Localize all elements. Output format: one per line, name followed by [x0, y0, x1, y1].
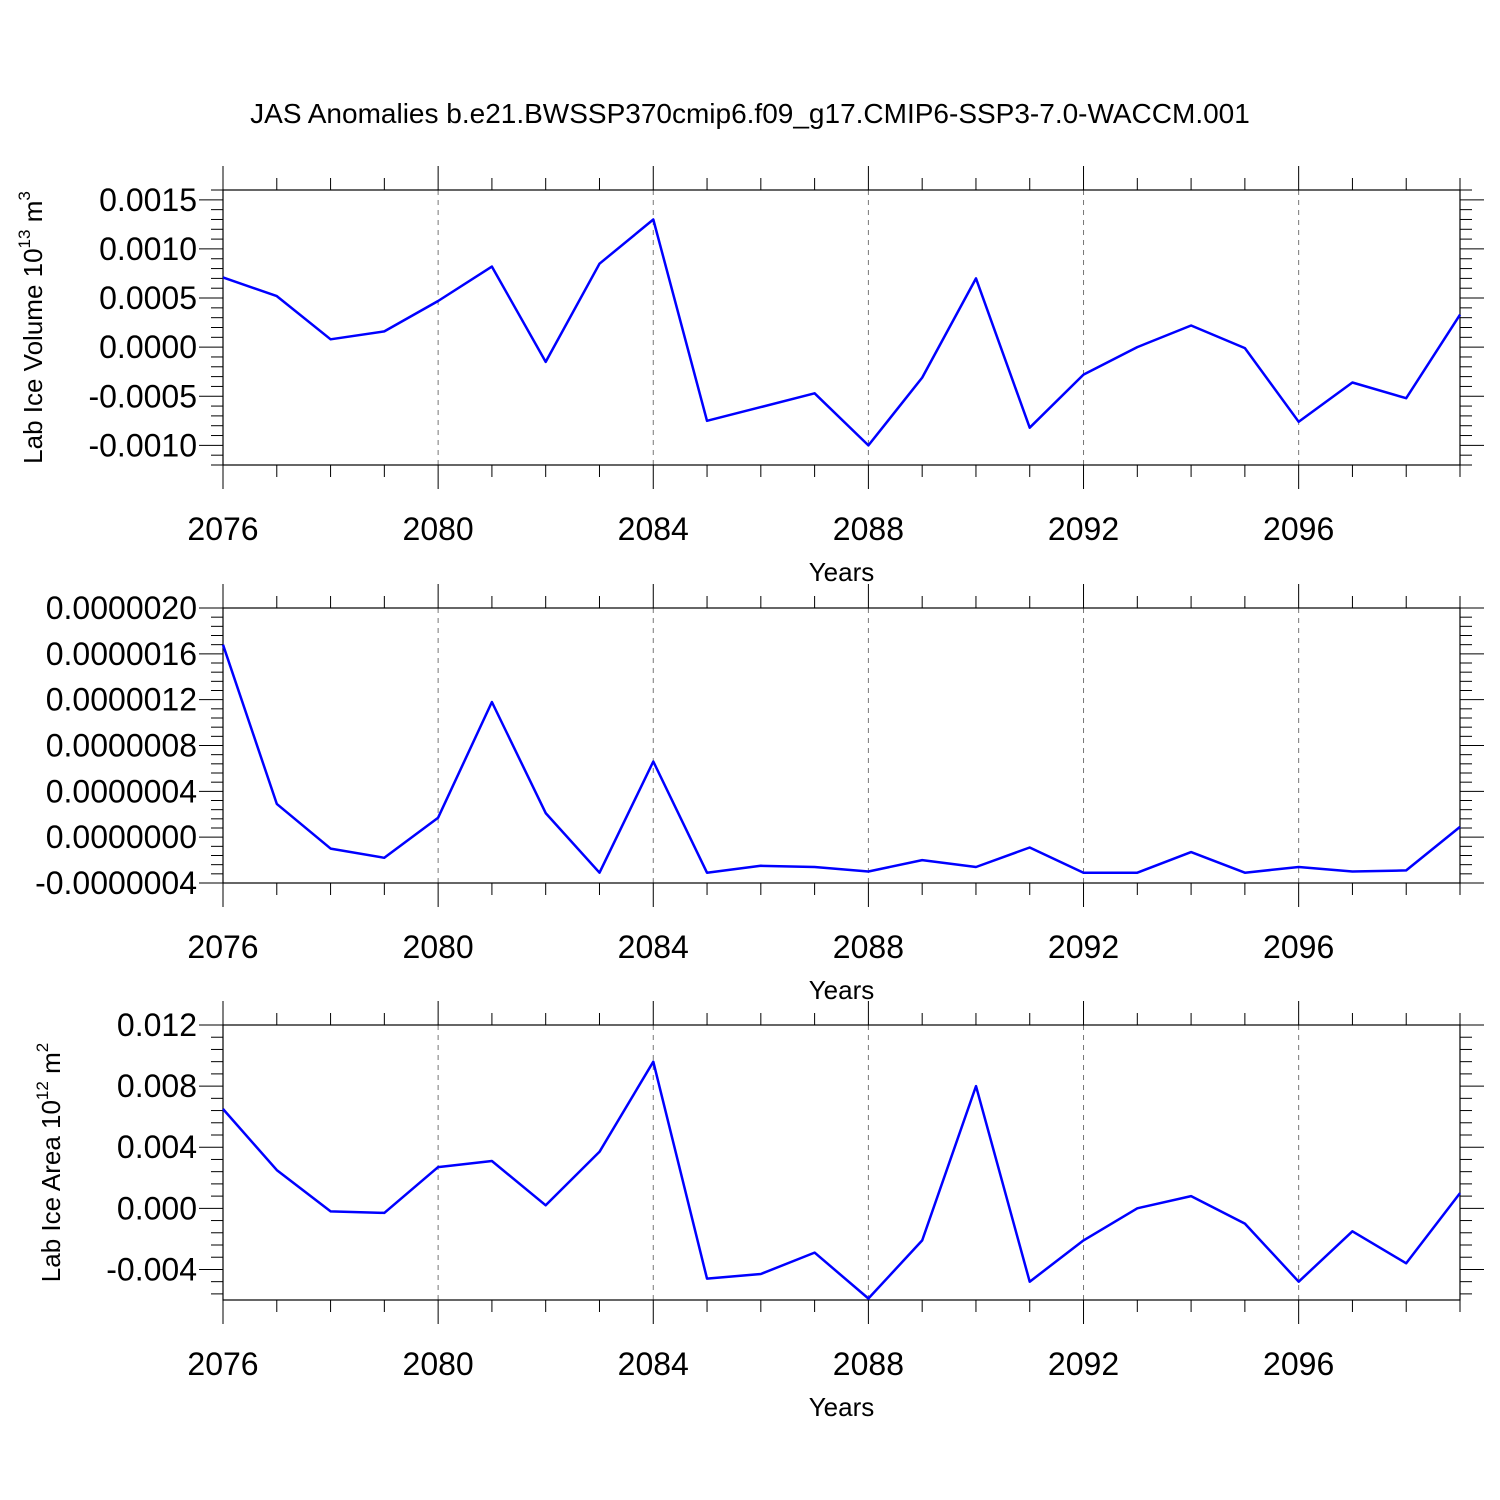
y-tick-label: 0.0000000: [46, 819, 197, 855]
x-tick-label: 2080: [403, 929, 474, 965]
x-tick-label: 2092: [1048, 511, 1119, 547]
y-axis-label: Lab Ice Area 1012 m2: [33, 1043, 66, 1282]
x-tick-label: 2096: [1263, 511, 1334, 547]
x-axis-label: Years: [809, 557, 875, 587]
series-line: [222, 1060, 1461, 1300]
y-tick-label: 0.012: [117, 1007, 197, 1043]
x-axis-label: Years: [809, 1392, 875, 1422]
y-tick-label: 0.0000004: [46, 773, 197, 809]
x-axis-label: Years: [809, 975, 875, 1005]
y-tick-label: 0.008: [117, 1068, 197, 1104]
y-tick-label: -0.0005: [88, 378, 197, 414]
y-tick-label: 0.0010: [99, 231, 197, 267]
y-tick-label: 0.0000020: [46, 590, 197, 626]
x-tick-label: 2088: [833, 1346, 904, 1382]
x-tick-label: 2096: [1263, 929, 1334, 965]
panel-lab-ice-area: 0.012 0.008 0.004 0.000 -0.004 2076 2080 2084 20…: [33, 1001, 1484, 1422]
panel-middle: 0.0000020 0.0000016 0.0000012 0.0000008 0.00…: [35, 584, 1484, 1005]
x-tick-label: 2088: [833, 511, 904, 547]
x-tick-label: 2092: [1048, 929, 1119, 965]
y-tick-label: 0.0000008: [46, 728, 197, 764]
y-tick-label: 0.0015: [99, 182, 197, 218]
x-tick-label: 2080: [403, 1346, 474, 1382]
plot-frame: [222, 189, 1461, 466]
y-tick-label: 0.0000: [99, 329, 197, 365]
x-tick-label: 2080: [403, 511, 474, 547]
y-tick-label: 0.0000012: [46, 682, 197, 718]
panel-lab-ice-volume: 0.0015 0.0010 0.0005 0.0000 -0.0005 -0.0010 20…: [15, 166, 1484, 587]
chart-title: JAS Anomalies b.e21.BWSSP370cmip6.f09_g1…: [250, 98, 1250, 129]
y-tick-label: 0.004: [117, 1129, 197, 1165]
y-tick-label: -0.004: [106, 1251, 197, 1287]
y-tick-label: 0.0000016: [46, 636, 197, 672]
x-tick-label: 2076: [187, 511, 258, 547]
y-tick-label: 0.000: [117, 1190, 197, 1226]
x-tick-label: 2084: [618, 511, 689, 547]
x-tick-label: 2076: [187, 929, 258, 965]
x-tick-label: 2088: [833, 929, 904, 965]
x-tick-label: 2076: [187, 1346, 258, 1382]
y-tick-label: -0.0000004: [35, 865, 197, 901]
y-tick-label: -0.0010: [88, 427, 197, 463]
series-line: [222, 218, 1462, 447]
x-tick-label: 2096: [1263, 1346, 1334, 1382]
x-tick-label: 2084: [618, 1346, 689, 1382]
x-tick-label: 2084: [618, 929, 689, 965]
plot-frame: [222, 607, 1461, 884]
series-line: [221, 644, 1461, 874]
y-axis-label: Lab Ice Volume 1013 m3: [15, 191, 48, 464]
plot-frame: [222, 1024, 1461, 1301]
x-tick-label: 2092: [1048, 1346, 1119, 1382]
y-tick-label: 0.0005: [99, 280, 197, 316]
